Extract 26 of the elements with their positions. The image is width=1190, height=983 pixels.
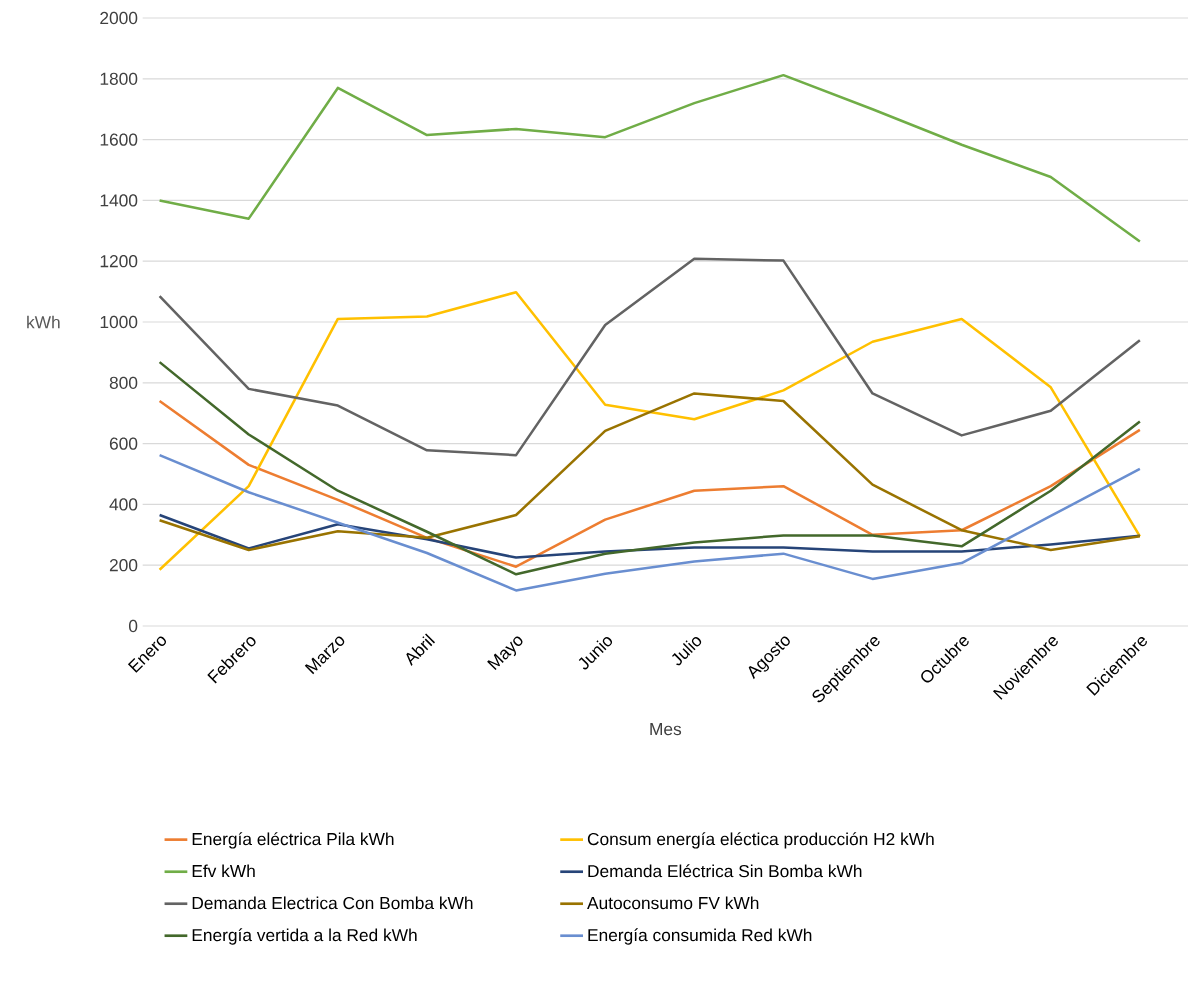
legend-label: Demanda Eléctrica Sin Bomba kWh — [588, 864, 862, 878]
y-tick-label: 800 — [109, 376, 138, 389]
legend-label: Energía eléctrica Pila kWh — [192, 832, 394, 849]
line-series — [158, 290, 1142, 572]
x-axis-title: Mes — [650, 723, 682, 736]
y-tick-label: 1800 — [100, 72, 138, 85]
y-tick-label: 1000 — [100, 315, 138, 329]
y-axis-title: kWh — [27, 315, 60, 329]
y-tick-label: 400 — [109, 498, 138, 511]
x-tick-label: Julio — [671, 636, 702, 666]
y-tick-label: 200 — [109, 559, 138, 572]
y-tick-label: 1600 — [100, 133, 138, 146]
legend-label: Energía vertida a la Red kWh — [192, 928, 417, 945]
line-series — [158, 360, 1142, 576]
legend-label: Demanda Electrica Con Bomba kWh — [192, 896, 473, 910]
y-tick-label: 0 — [128, 619, 138, 633]
legend-label: Consum energía eléctica producción H2 kWh — [587, 832, 934, 849]
line-series — [158, 257, 1142, 457]
y-tick-label: 1400 — [100, 194, 138, 207]
y-tick-label: 2000 — [100, 11, 138, 25]
legend-label: Autoconsumo FV kWh — [587, 896, 759, 910]
legend-label: Energía consumida Red kWh — [588, 928, 812, 945]
legend-label: Efv kWh — [192, 864, 255, 877]
y-tick-label: 600 — [109, 437, 138, 450]
y-tick-label: 1200 — [100, 255, 138, 268]
line-series — [158, 73, 1142, 243]
